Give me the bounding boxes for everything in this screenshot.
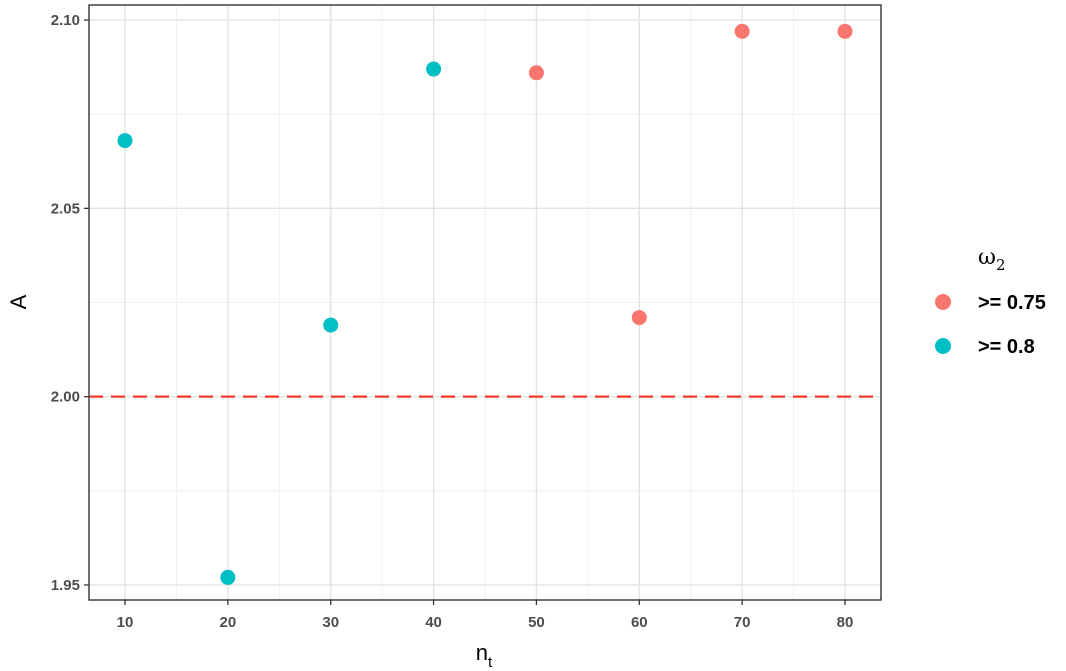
y-axis: 1.95 2.00 2.05 2.10 xyxy=(51,12,89,594)
y-tick-label: 2.10 xyxy=(51,12,80,29)
x-axis: 10 20 30 40 50 60 70 80 xyxy=(117,600,854,631)
x-axis-title-subscript: t xyxy=(488,654,493,671)
y-axis-title: A xyxy=(6,294,31,309)
data-point xyxy=(323,317,339,333)
data-point xyxy=(734,23,750,39)
x-tick-label: 20 xyxy=(220,614,237,631)
y-tick-label: 2.05 xyxy=(51,200,80,217)
x-tick-label: 30 xyxy=(322,614,339,631)
legend-title-main: ω xyxy=(978,245,996,270)
legend-title: ω2 xyxy=(978,245,1006,274)
data-point xyxy=(426,61,442,77)
x-axis-title: nt xyxy=(476,640,493,671)
x-axis-title-main: n xyxy=(476,640,488,665)
x-tick-label: 70 xyxy=(734,614,751,631)
data-points xyxy=(117,23,853,585)
legend-label: >= 0.8 xyxy=(978,336,1035,358)
legend: ω2 >= 0.75 >= 0.8 xyxy=(935,245,1046,358)
x-tick-label: 60 xyxy=(631,614,648,631)
y-tick-label: 1.95 xyxy=(51,577,80,594)
data-point xyxy=(837,23,853,39)
data-point xyxy=(220,569,236,585)
x-tick-label: 80 xyxy=(837,614,854,631)
legend-key xyxy=(935,294,951,310)
x-tick-label: 10 xyxy=(117,614,134,631)
data-point xyxy=(117,133,133,149)
x-tick-label: 50 xyxy=(528,614,545,631)
legend-title-subscript: 2 xyxy=(996,256,1006,274)
plot-border xyxy=(88,4,882,601)
data-point xyxy=(528,65,544,81)
legend-items: >= 0.75 >= 0.8 xyxy=(935,292,1046,358)
legend-label: >= 0.75 xyxy=(978,292,1046,314)
legend-key xyxy=(935,338,951,354)
y-tick-label: 2.00 xyxy=(51,389,80,406)
data-point xyxy=(631,310,647,326)
x-tick-label: 40 xyxy=(425,614,442,631)
